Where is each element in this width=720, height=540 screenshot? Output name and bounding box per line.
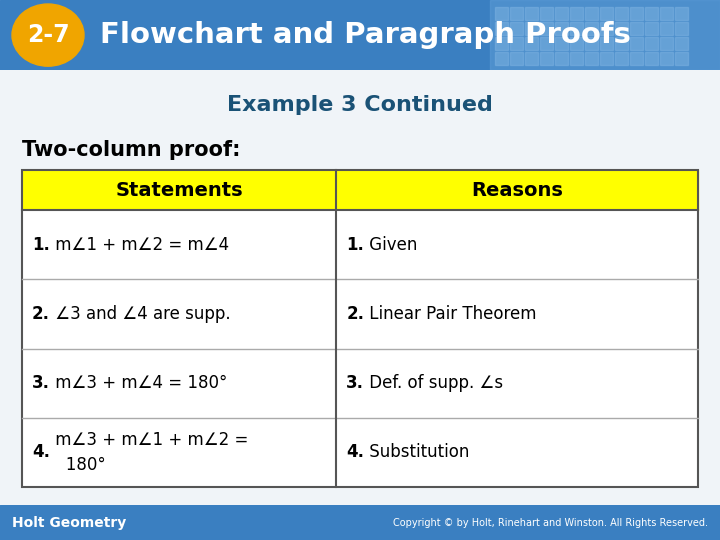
Bar	[570, 52, 583, 65]
Bar	[540, 7, 553, 20]
Bar	[555, 22, 568, 35]
Bar	[675, 52, 688, 65]
Bar	[615, 22, 628, 35]
Bar	[585, 22, 598, 35]
Text: Linear Pair Theorem: Linear Pair Theorem	[364, 305, 537, 323]
Bar	[495, 52, 508, 65]
Ellipse shape	[12, 4, 84, 66]
Bar	[525, 22, 538, 35]
Bar	[510, 37, 523, 50]
Bar	[540, 52, 553, 65]
Bar	[630, 52, 643, 65]
Text: Def. of supp. ∠s: Def. of supp. ∠s	[364, 374, 503, 392]
Text: 2.: 2.	[346, 305, 364, 323]
Bar	[600, 52, 613, 65]
Text: Given: Given	[364, 235, 418, 254]
Bar	[675, 37, 688, 50]
Bar	[630, 37, 643, 50]
Bar	[660, 37, 673, 50]
Text: 3.: 3.	[346, 374, 364, 392]
Bar	[510, 52, 523, 65]
Bar	[570, 7, 583, 20]
Bar	[645, 22, 658, 35]
Bar	[510, 22, 523, 35]
Text: m∠3 + m∠1 + m∠2 =
   180°: m∠3 + m∠1 + m∠2 = 180°	[50, 431, 248, 474]
Bar	[585, 37, 598, 50]
Bar	[645, 7, 658, 20]
Text: 4.: 4.	[32, 443, 50, 461]
Bar	[615, 37, 628, 50]
Text: Two-column proof:: Two-column proof:	[22, 140, 240, 160]
Bar	[525, 37, 538, 50]
Bar	[570, 22, 583, 35]
Bar	[495, 7, 508, 20]
Text: Substitution: Substitution	[364, 443, 469, 461]
Bar	[22, 210, 698, 279]
Bar	[570, 37, 583, 50]
Bar	[510, 7, 523, 20]
Bar	[555, 7, 568, 20]
Text: m∠3 + m∠4 = 180°: m∠3 + m∠4 = 180°	[50, 374, 228, 392]
Bar	[525, 7, 538, 20]
Text: Holt Geometry: Holt Geometry	[12, 516, 126, 530]
Text: ∠3 and ∠4 are supp.: ∠3 and ∠4 are supp.	[50, 305, 230, 323]
Bar	[645, 52, 658, 65]
Bar	[660, 52, 673, 65]
Text: 1.: 1.	[32, 235, 50, 254]
Bar	[495, 22, 508, 35]
Text: 2.: 2.	[32, 305, 50, 323]
Text: 2-7: 2-7	[27, 23, 69, 47]
Bar	[630, 22, 643, 35]
Bar	[585, 7, 598, 20]
Bar	[22, 418, 698, 487]
Bar	[675, 22, 688, 35]
Bar	[555, 37, 568, 50]
Text: Flowchart and Paragraph Proofs: Flowchart and Paragraph Proofs	[100, 21, 631, 49]
Bar	[600, 7, 613, 20]
Text: Example 3 Continued: Example 3 Continued	[227, 95, 493, 115]
Text: m∠1 + m∠2 = m∠4: m∠1 + m∠2 = m∠4	[50, 235, 229, 254]
Bar	[540, 37, 553, 50]
Bar	[555, 52, 568, 65]
Bar	[525, 52, 538, 65]
Text: 3.: 3.	[32, 374, 50, 392]
Bar	[630, 7, 643, 20]
Bar	[22, 348, 698, 418]
Bar	[490, 0, 720, 70]
Bar	[585, 52, 598, 65]
Bar	[22, 170, 698, 210]
Text: Statements: Statements	[115, 180, 243, 200]
Bar	[495, 37, 508, 50]
Bar	[645, 37, 658, 50]
Bar	[600, 37, 613, 50]
Bar	[22, 170, 698, 487]
Text: 4.: 4.	[346, 443, 364, 461]
Bar	[660, 7, 673, 20]
Bar	[615, 7, 628, 20]
Text: Copyright © by Holt, Rinehart and Winston. All Rights Reserved.: Copyright © by Holt, Rinehart and Winsto…	[393, 518, 708, 528]
Bar	[660, 22, 673, 35]
Text: Reasons: Reasons	[471, 180, 563, 200]
Bar	[600, 22, 613, 35]
Text: 1.: 1.	[346, 235, 364, 254]
Bar	[540, 22, 553, 35]
Bar	[615, 52, 628, 65]
Bar	[22, 279, 698, 348]
Bar	[675, 7, 688, 20]
